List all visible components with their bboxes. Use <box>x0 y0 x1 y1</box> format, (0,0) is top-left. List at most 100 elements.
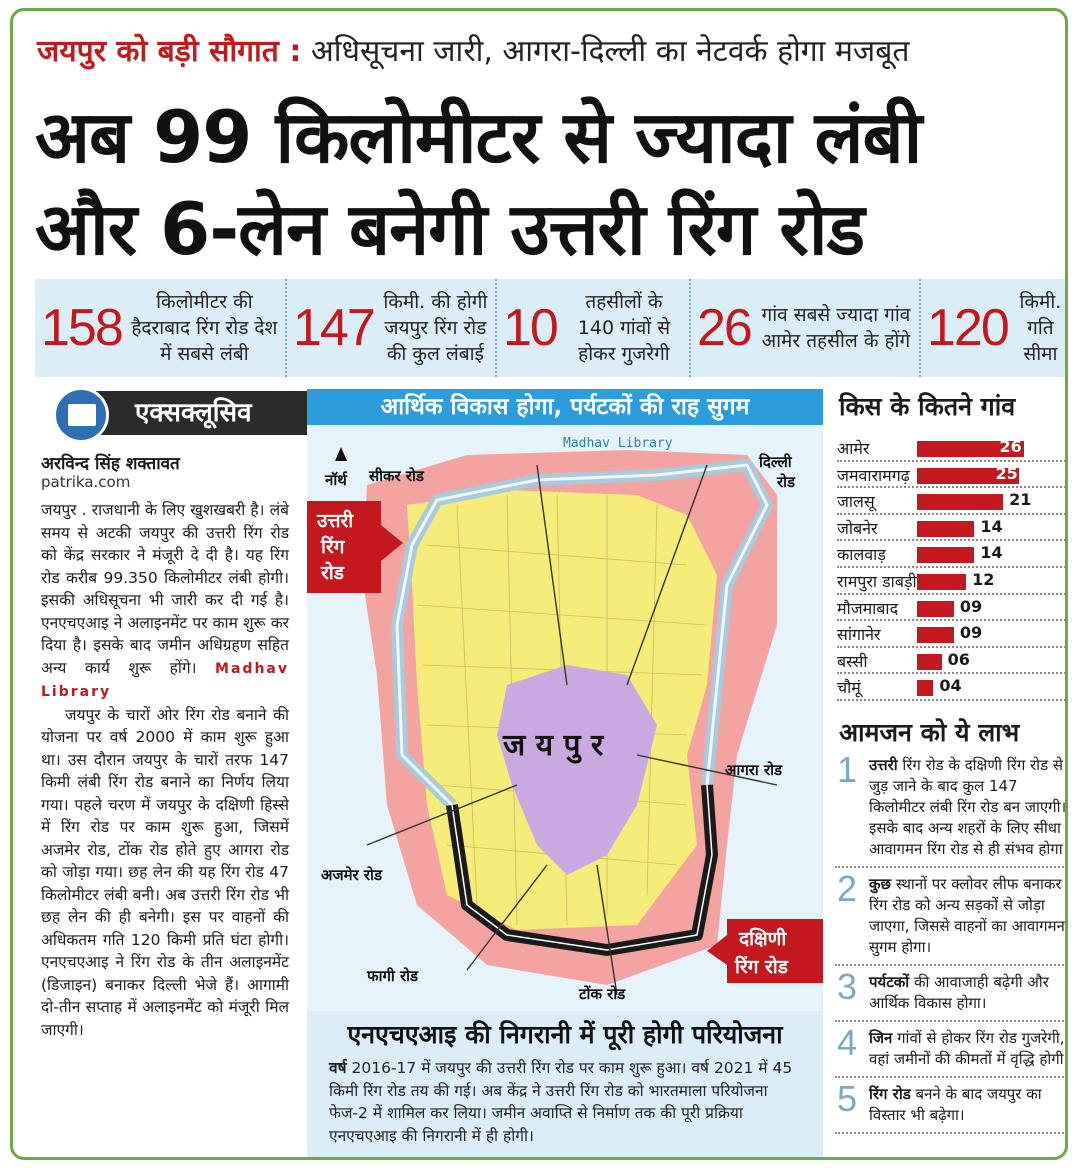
headline-line-2: और 6-लेन बनेगी उत्तरी रिंग रोड <box>35 187 865 271</box>
author-site: patrika.com <box>41 473 131 491</box>
benefit-number: 4 <box>837 1022 858 1063</box>
stat-number: 10 <box>503 299 559 357</box>
kicker-text: अधिसूचना जारी, आगरा-दिल्ली का नेटवर्क हो… <box>301 34 910 69</box>
chart-category-label: जोबनेर <box>837 518 878 538</box>
ring-road-map: नॉर्थ सीकर रोड Madhav Library दिल्ली रोड… <box>307 425 823 1011</box>
nhai-body: वर्ष 2016-17 में जयपुर की उत्तरी रिंग रो… <box>329 1057 799 1147</box>
benefit-item: 2 कुछ स्थानों पर क्लोवर लीफ बनाकर रिंग रो… <box>835 868 1065 966</box>
north-ring-label-1: उत्तरी <box>316 509 354 532</box>
map-watermark: Madhav Library <box>563 436 673 451</box>
stat-number: 120 <box>927 299 1010 357</box>
chart-category-label: चौमूं <box>837 678 861 698</box>
benefit-item: 1 उत्तरी रिंग रोड के दक्षिणी रिंग रोड से … <box>835 749 1065 868</box>
chart-category-label: मौजमाबाद <box>837 598 899 618</box>
stat-number: 147 <box>293 299 376 357</box>
stat-text: तहसीलों के 140 गांवों से होकर गुजरेगी <box>577 291 671 365</box>
chart-bar <box>917 494 1004 511</box>
chart-row: रामपुरा डाबड़ी 12 <box>837 568 1065 595</box>
chart-category-label: आमेर <box>837 439 870 458</box>
chart-row: बस्सी 06 <box>837 648 1065 675</box>
highways <box>366 464 778 996</box>
north-ring-label-3: रोड <box>320 561 345 584</box>
chart-row: जालसू 21 <box>837 488 1065 515</box>
south-ring-label-2: रिंग रोड <box>734 955 789 978</box>
benefit-number: 2 <box>837 868 858 909</box>
benefit-number: 3 <box>837 966 858 1007</box>
stat-text: किमी. गति सीमा <box>1019 291 1062 365</box>
stat-number: 26 <box>697 299 753 357</box>
benefit-text: कुछ स्थानों पर क्लोवर लीफ बनाकर रिंग रोड… <box>869 875 1065 956</box>
chart-category-label: रामपुरा डाबड़ी <box>837 571 917 591</box>
chart-bar <box>917 653 942 670</box>
stat-item: 120 किमी. गति सीमा <box>921 279 1065 377</box>
chart-row: जमवारामगढ़ 25 <box>837 462 1065 489</box>
phagi-road-label: फागी रोड <box>366 967 419 985</box>
nhai-lead: वर्ष <box>329 1059 347 1077</box>
chart-bar <box>917 627 954 644</box>
chart-value-label: 09 <box>959 623 983 643</box>
benefit-number: 5 <box>837 1078 858 1119</box>
chart-value-label: 04 <box>939 676 962 696</box>
benefit-text: रिंग रोड बनने के बाद जयपुर का विस्तार भी… <box>869 1085 1042 1124</box>
chart-bar <box>917 441 1024 457</box>
north-ring-label-2: रिंग <box>320 535 346 558</box>
article-paragraph-1: जयपुर . राजधानी के लिए खुशखबरी है। लंबे … <box>41 501 289 677</box>
chart-bar <box>917 680 934 697</box>
stat-text: किमी. की होगी जयपुर रिंग रोड की कुल लंबा… <box>383 291 488 365</box>
kicker: जयपुर को बड़ी सौगात : अधिसूचना जारी, आगर… <box>37 29 909 70</box>
chart-category-label: सांगानेर <box>837 625 881 645</box>
benefit-text: पर्यटकों की आवाजाही बढ़ेगी और आर्थिक विक… <box>869 973 1049 1012</box>
nhai-heading: एनएचएआइ की निगरानी में पूरी होगी परियोजन… <box>347 1020 783 1049</box>
city-label: ज य पु र <box>502 728 605 764</box>
benefits-list: 1 उत्तरी रिंग रोड के दक्षिणी रिंग रोड से … <box>835 749 1068 1134</box>
chart-row: चौमूं 04 <box>837 674 1065 701</box>
stat-item: 147 किमी. की होगी जयपुर रिंग रोड की कुल ल… <box>287 279 497 377</box>
stat-number: 158 <box>41 299 124 357</box>
stat-text: किलोमीटर की हैदराबाद रिंग रोड देश में सब… <box>131 291 278 365</box>
villages-bar-chart: आमेर 26 जमवारामगढ़ 25 जालसू 21 जोबनेर 14 कालवाड़… <box>837 435 1065 701</box>
agra-road-label: आगरा रोड <box>725 761 783 779</box>
chart-bar <box>917 547 975 564</box>
chart-value-label: 25 <box>995 463 1018 483</box>
villages-title: किस के कितने गांव <box>839 392 1016 421</box>
chart-value-label: 06 <box>947 649 970 669</box>
south-ring-label-1: दक्षिणी <box>738 927 787 950</box>
watermark-text: Madhav Library <box>41 660 289 701</box>
chart-value-label: 21 <box>1009 490 1032 510</box>
benefit-item: 5 रिंग रोड बनने के बाद जयपुर का विस्तार भ… <box>835 1078 1065 1134</box>
chart-value-label: 14 <box>980 543 1003 563</box>
chart-row: कालवाड़ 14 <box>837 541 1065 568</box>
benefit-item: 3 पर्यटकों की आवाजाही बढ़ेगी और आर्थिक वि… <box>835 966 1065 1022</box>
benefit-number: 1 <box>837 749 858 790</box>
map-banner: आर्थिक विकास होगा, पर्यटकों की राह सुगम <box>307 389 823 425</box>
benefit-text: जिन गांवों से होकर रिंग रोड गुजरेगी, वहा… <box>869 1029 1068 1068</box>
ajmer-road-label: अजमेर रोड <box>321 866 383 884</box>
chart-row: आमेर 26 <box>837 435 1065 462</box>
tonk-road-label: टोंक रोड <box>578 985 626 1003</box>
chart-bar <box>917 573 967 590</box>
chart-value-label: 14 <box>980 516 1003 536</box>
headline-line-1: अब 99 किलोमीटर से ज्यादा लंबी <box>35 95 922 179</box>
chart-category-label: बस्सी <box>837 651 868 671</box>
delhi-road-label-1: दिल्ली <box>758 453 793 471</box>
newspaper-clipping: जयपुर को बड़ी सौगात : अधिसूचना जारी, आगर… <box>10 8 1068 1160</box>
newspaper-logo-icon <box>53 387 109 443</box>
chart-bar <box>917 467 1020 484</box>
headline: अब 99 किलोमीटर से ज्यादा लंबी और 6-लेन ब… <box>35 91 922 275</box>
stat-item: 26 गांव सबसे ज्यादा गांव आमेर तहसील के हो… <box>691 279 921 377</box>
city-core <box>497 665 657 875</box>
chart-value-label: 12 <box>972 569 995 589</box>
kicker-label: जयपुर को बड़ी सौगात : <box>37 34 302 69</box>
exclusive-label: एक्सक्लूसिव <box>75 391 307 435</box>
chart-row: सांगानेर 09 <box>837 621 1065 648</box>
south-ring-callout <box>727 919 823 983</box>
north-arrow-icon <box>335 447 347 461</box>
chart-bar <box>917 600 954 617</box>
chart-value-label: 26 <box>999 437 1022 456</box>
exclusive-tag: एक्सक्लूसिव <box>35 385 307 443</box>
nhai-box: एनएचएआइ की निगरानी में पूरी होगी परियोजन… <box>307 1011 823 1157</box>
nhai-text: 2016-17 में जयपुर की उत्तरी रिंग रोड पर … <box>329 1059 793 1145</box>
chart-row: जोबनेर 14 <box>837 515 1065 542</box>
chart-category-label: जमवारामगढ़ <box>837 465 910 485</box>
chart-category-label: जालसू <box>837 492 875 512</box>
